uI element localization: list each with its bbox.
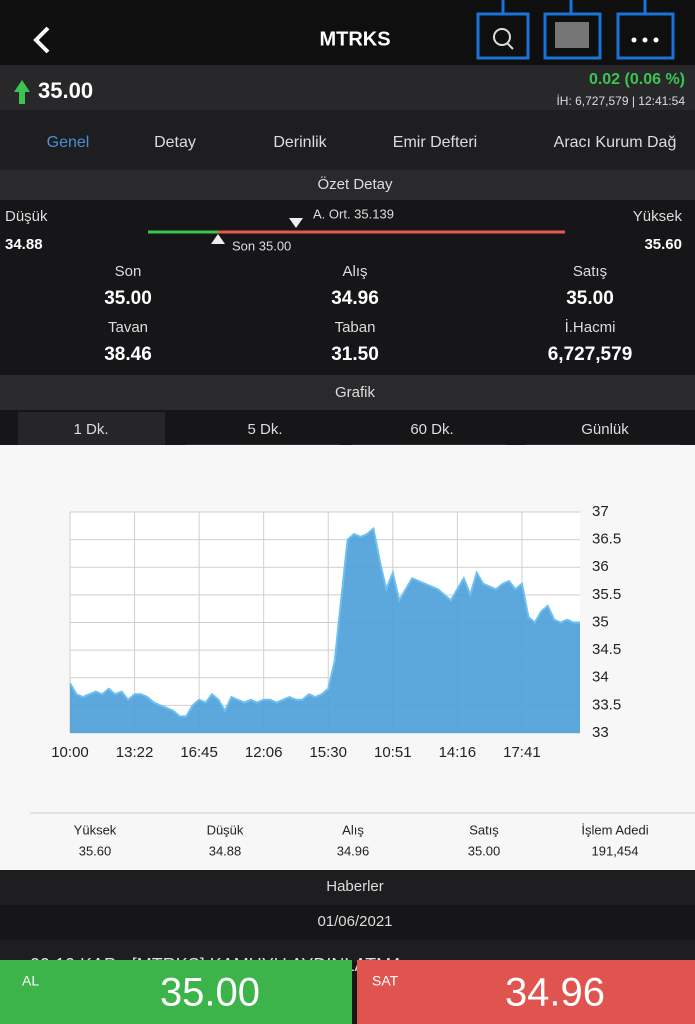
stat-label: Satış	[469, 822, 499, 837]
cell-label: Taban	[335, 319, 376, 336]
y-tick-label: 34	[592, 669, 609, 686]
avg-marker	[289, 218, 303, 228]
cell-label: Satış	[573, 263, 607, 280]
news-date: 01/06/2021	[317, 913, 392, 930]
tab[interactable]: Aracı Kurum Dağ	[554, 134, 677, 151]
cell-label: Alış	[342, 263, 367, 280]
cell-value: 38.46	[104, 344, 152, 365]
up-arrow	[14, 80, 30, 104]
high-value: 35.60	[644, 236, 682, 253]
buy-button[interactable]	[0, 960, 352, 1024]
cell-value: 35.00	[566, 288, 614, 309]
sell-button[interactable]	[357, 960, 695, 1024]
y-tick-label: 34.5	[592, 641, 621, 658]
period-tab[interactable]: 60 Dk.	[410, 421, 453, 438]
x-tick-label: 17:41	[503, 744, 541, 761]
change: 0.02 (0.06 %)	[589, 71, 685, 88]
section-header	[0, 375, 695, 410]
cell-value: 31.50	[331, 344, 379, 365]
cell-value: 35.00	[104, 288, 152, 309]
area-line	[69, 526, 580, 718]
x-tick-label: 12:06	[245, 744, 283, 761]
y-tick-label: 33	[592, 724, 609, 741]
tab[interactable]: Emir Defteri	[393, 134, 477, 151]
volume-line: İH: 6,727,579 | 12:41:54	[556, 94, 685, 108]
x-tick-label: 13:22	[116, 744, 154, 761]
cell-value: 34.96	[331, 288, 379, 309]
title: MTRKS	[319, 28, 390, 50]
y-tick-label: 36	[592, 558, 609, 575]
y-tick-label: 35	[592, 613, 609, 630]
cell-label: Tavan	[108, 319, 148, 336]
stat-label: Yüksek	[74, 822, 117, 837]
section-title: Özet Detay	[317, 175, 393, 193]
period-tab[interactable]: 1 Dk.	[73, 421, 108, 438]
tab-bar	[0, 110, 695, 170]
date-bar	[0, 905, 695, 940]
quote-bar	[0, 65, 695, 110]
buy-price: 35.00	[160, 971, 260, 1015]
section-header	[0, 870, 695, 905]
stat-value: 191,454	[592, 843, 639, 858]
stat-value: 34.88	[209, 843, 242, 858]
high-label: Yüksek	[633, 208, 683, 225]
last-marker	[211, 234, 225, 244]
stat-label: Düşük	[207, 822, 244, 837]
tab[interactable]: Detay	[154, 134, 196, 151]
x-tick-label: 16:45	[180, 744, 218, 761]
grid-button[interactable]	[543, 0, 602, 60]
cell-label: Son	[115, 263, 142, 280]
tab[interactable]: Derinlik	[273, 134, 327, 151]
stat-value: 34.96	[337, 843, 370, 858]
y-tick-label: 33.5	[592, 696, 621, 713]
buy-label: AL	[22, 973, 39, 989]
stat-label: İşlem Adedi	[581, 822, 648, 837]
y-tick-label: 35.5	[592, 586, 621, 603]
y-tick-label: 36.5	[592, 531, 621, 548]
cell-label: İ.Hacmi	[565, 318, 616, 336]
more-button[interactable]	[616, 0, 675, 60]
x-tick-label: 10:51	[374, 744, 412, 761]
period-tab[interactable]: Günlük	[581, 421, 629, 438]
x-tick-label: 10:00	[51, 744, 89, 761]
section-header	[0, 170, 695, 200]
low-label: Düşük	[5, 208, 48, 225]
period-tab[interactable]: 5 Dk.	[247, 421, 282, 438]
search-button[interactable]	[476, 0, 530, 60]
stat-label: Alış	[342, 822, 364, 837]
back-button[interactable]	[33, 26, 50, 54]
section-title: Haberler	[326, 878, 384, 895]
area	[70, 528, 580, 733]
sell-price: 34.96	[505, 971, 605, 1015]
period-selected	[18, 412, 165, 445]
low-value: 34.88	[5, 236, 43, 253]
x-tick-label: 14:16	[439, 744, 477, 761]
x-tick-label: 15:30	[309, 744, 347, 761]
cell-value: 6,727,579	[548, 344, 633, 365]
stat-value: 35.60	[79, 843, 112, 858]
avg-label: A. Ort. 35.139	[313, 206, 394, 221]
last-label: Son 35.00	[232, 238, 291, 253]
news-row[interactable]	[0, 940, 695, 962]
tab[interactable]: Genel	[47, 134, 90, 151]
price: 35.00	[38, 78, 93, 103]
section-title: Grafik	[335, 384, 376, 401]
stat-value: 35.00	[468, 843, 501, 858]
y-tick-label: 37	[592, 503, 609, 520]
sell-label: SAT	[372, 973, 399, 989]
